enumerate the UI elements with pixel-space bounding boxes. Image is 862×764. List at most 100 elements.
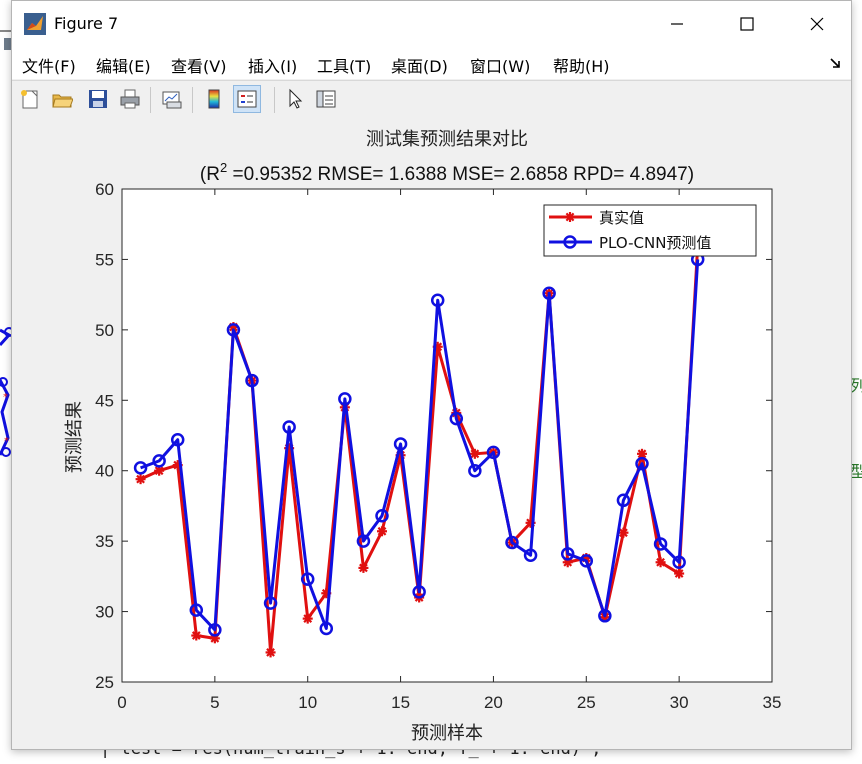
background-right-strip: 列 型 <box>850 0 862 760</box>
menu-edit[interactable]: 编辑(E) <box>96 57 151 76</box>
link-plot-button[interactable] <box>158 85 186 113</box>
data-point <box>208 623 222 637</box>
legend-marker <box>565 212 575 222</box>
data-point <box>245 373 259 388</box>
colorbar-button[interactable] <box>200 85 228 113</box>
save-button[interactable] <box>84 85 112 113</box>
data-point <box>486 445 501 460</box>
plot-area[interactable] <box>121 188 773 683</box>
property-inspector-button[interactable] <box>312 85 340 113</box>
figure-window: Figure 7 文件(F) 编辑(E) 查看(V) 插入(I) 工具(T) 桌… <box>11 0 852 750</box>
data-point <box>674 568 685 579</box>
x-tick-label: 5 <box>210 693 219 712</box>
data-point <box>375 509 389 523</box>
svg-text:*: * <box>3 392 8 403</box>
legend-box <box>543 204 757 257</box>
data-point <box>191 630 202 641</box>
matlab-logo-icon <box>24 13 46 35</box>
data-point <box>133 461 148 475</box>
background-left-strip: * * <box>0 0 14 760</box>
data-point <box>579 554 594 568</box>
x-tick-label: 10 <box>298 693 317 712</box>
data-point <box>469 448 480 459</box>
series-predicted-values <box>133 252 705 637</box>
colorbar-icon <box>208 89 220 109</box>
x-tick-label: 15 <box>391 693 410 712</box>
data-point <box>302 613 313 624</box>
menu-desktop[interactable]: 桌面(D) <box>391 57 448 76</box>
data-point <box>449 411 464 426</box>
menu-insert[interactable]: 插入(I) <box>248 57 298 76</box>
open-button[interactable] <box>48 85 76 113</box>
data-point <box>263 596 278 610</box>
close-icon <box>810 17 824 31</box>
maximize-button[interactable] <box>712 1 782 47</box>
window-title: Figure 7 <box>54 14 119 33</box>
data-point <box>356 534 371 548</box>
maximize-icon <box>740 17 754 31</box>
y-tick-label: 45 <box>95 391 114 410</box>
pointer-button[interactable] <box>281 85 309 113</box>
data-point <box>265 647 276 658</box>
legend-item: 真实值 <box>549 209 644 227</box>
figure-canvas: 测试集预测结果对比 (R2 =0.95352 RMSE= 1.6388 MSE=… <box>12 119 851 749</box>
data-point <box>560 547 575 561</box>
background-mark-2: 型 <box>850 462 862 481</box>
save-icon <box>89 90 107 108</box>
data-point <box>430 293 445 308</box>
series-line <box>140 259 700 632</box>
data-point <box>618 527 629 538</box>
subtitle-metrics: =0.95352 RMSE= 1.6388 MSE= 2.6858 RPD= 4… <box>227 164 694 185</box>
data-point <box>412 585 426 599</box>
dock-arrow-icon[interactable] <box>829 56 843 70</box>
menu-help[interactable]: 帮助(H) <box>553 57 610 76</box>
menu-tools[interactable]: 工具(T) <box>317 57 372 76</box>
data-point <box>300 572 315 586</box>
title-bar[interactable]: Figure 7 <box>12 1 851 47</box>
menu-window[interactable]: 窗口(W) <box>470 57 531 76</box>
data-point <box>542 286 556 300</box>
y-tick-label: 40 <box>95 462 114 481</box>
print-button[interactable] <box>116 85 144 113</box>
axis-ticks: 0 5 10 15 20 25 30 35 25 30 35 40 45 50 55 60 <box>95 180 781 712</box>
legend-button[interactable] <box>233 85 261 113</box>
open-icon <box>52 94 73 108</box>
data-point <box>377 526 387 537</box>
data-point <box>135 474 146 485</box>
pointer-icon <box>289 88 303 109</box>
chart-subtitle: (R2 =0.95352 RMSE= 1.6388 MSE= 2.6858 RP… <box>200 160 694 185</box>
toolbar-separator <box>150 87 151 113</box>
data-point <box>170 432 185 447</box>
background-mark-1: 列 <box>850 376 862 395</box>
data-point <box>226 323 241 337</box>
x-tick-label: 30 <box>670 693 689 712</box>
new-figure-button[interactable] <box>16 85 44 113</box>
chart-title: 测试集预测结果对比 <box>366 129 528 150</box>
x-tick-label: 0 <box>117 693 126 712</box>
x-axis-label: 预测样本 <box>411 723 483 744</box>
menu-view[interactable]: 查看(V) <box>171 57 227 76</box>
toolbar-separator <box>274 87 275 113</box>
data-point <box>358 562 369 573</box>
x-tick-label: 35 <box>763 693 782 712</box>
y-tick-label: 30 <box>95 603 114 622</box>
legend-icon <box>237 90 257 108</box>
data-point <box>468 463 482 478</box>
minimize-button[interactable] <box>642 1 712 47</box>
data-point <box>282 420 296 434</box>
legend-label: PLO-CNN预测值 <box>599 234 711 252</box>
data-point <box>393 437 408 451</box>
y-tick-label: 35 <box>95 532 114 551</box>
data-point <box>616 493 631 508</box>
figure-toolbar <box>12 80 851 118</box>
link-plot-icon <box>162 91 182 109</box>
legend[interactable]: 真实值 PLO-CNN预测值 <box>543 204 757 257</box>
new-figure-icon <box>21 90 38 109</box>
close-button[interactable] <box>782 1 852 47</box>
data-point <box>653 537 668 551</box>
menu-file[interactable]: 文件(F) <box>22 57 76 76</box>
y-tick-label: 55 <box>95 250 114 269</box>
svg-text:*: * <box>4 436 9 447</box>
data-point <box>189 603 204 617</box>
data-point <box>152 454 166 468</box>
